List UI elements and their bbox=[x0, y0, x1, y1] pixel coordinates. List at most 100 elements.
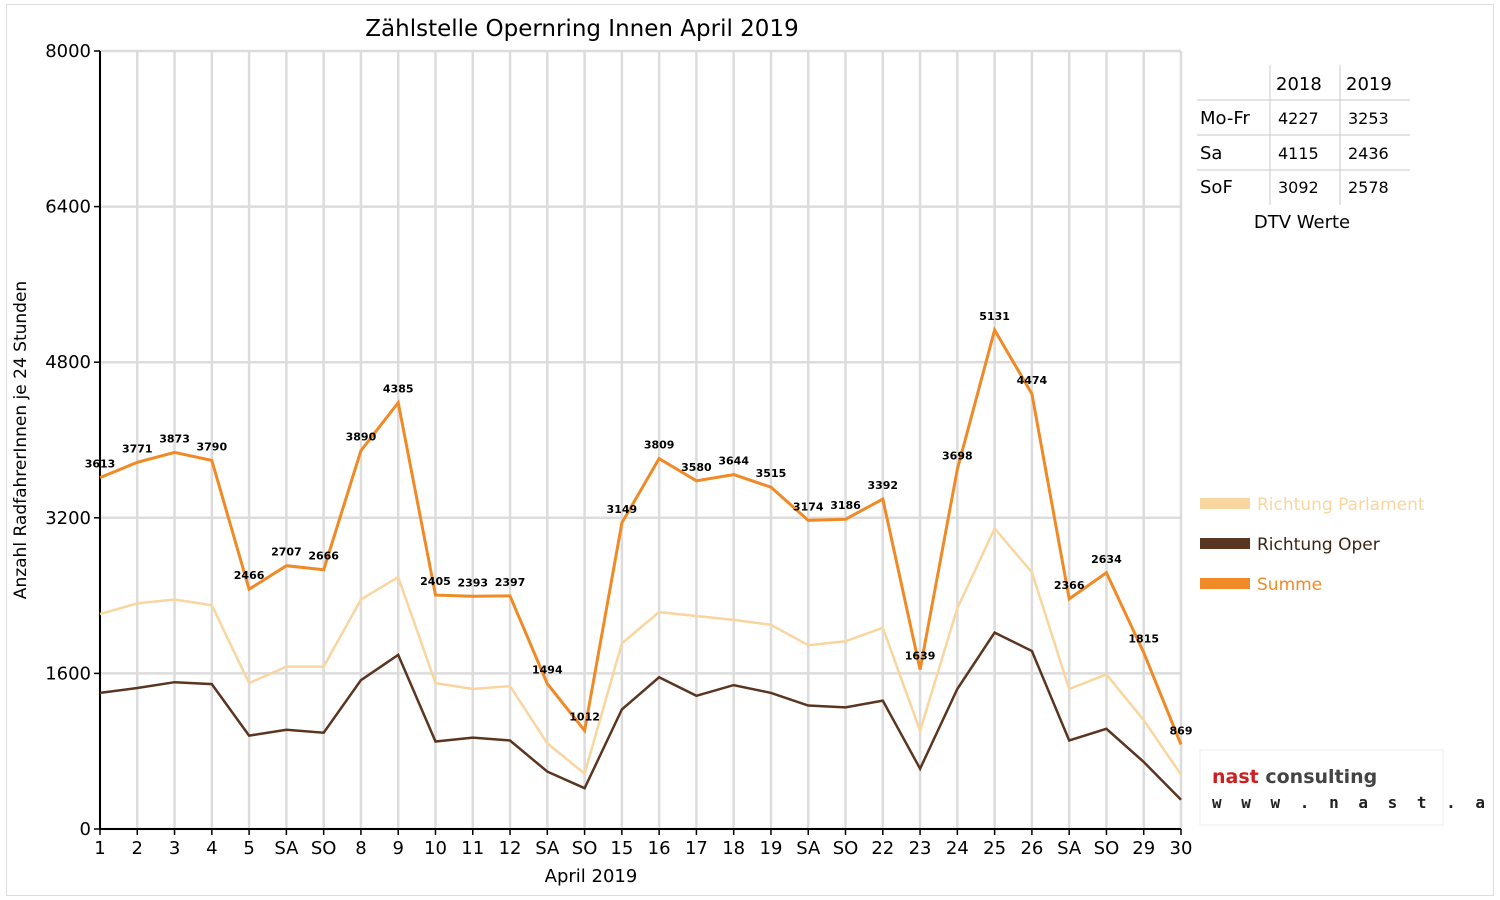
nast-consulting-logo: nast consulting w w w . n a s t . a t bbox=[1199, 749, 1500, 826]
x-tick-label: 17 bbox=[685, 838, 708, 859]
x-tick-label: SO bbox=[1094, 838, 1120, 859]
y-tick-label: 0 bbox=[80, 819, 91, 840]
y-tick-label: 1600 bbox=[45, 663, 91, 684]
x-tick-label: SO bbox=[833, 838, 859, 859]
x-axis-label: April 2019 bbox=[545, 866, 638, 887]
y-tick-label: 8000 bbox=[45, 41, 91, 62]
dtv-table: 2018 2019 Mo-Fr 4227 3253 Sa 4115 2436 SoF 3092 25… bbox=[1197, 65, 1410, 233]
x-tick-label: 2 bbox=[132, 838, 143, 859]
chart-frame bbox=[6, 4, 1494, 896]
data-label: 1012 bbox=[569, 711, 600, 724]
x-tick-label: 15 bbox=[610, 838, 633, 859]
x-tick-label: 5 bbox=[243, 838, 254, 859]
x-tick-label: 29 bbox=[1132, 838, 1155, 859]
x-tick-label: SO bbox=[311, 838, 337, 859]
data-label: 1639 bbox=[905, 650, 936, 663]
legend: Richtung Parlament Richtung Oper Summe bbox=[1200, 495, 1425, 595]
x-tick-label: 19 bbox=[760, 838, 783, 859]
x-tick-label: 16 bbox=[648, 838, 671, 859]
table-row-label: SoF bbox=[1200, 177, 1233, 198]
x-tick-label: SA bbox=[535, 838, 560, 859]
data-label: 2393 bbox=[457, 576, 488, 589]
data-label: 2707 bbox=[271, 546, 302, 559]
data-label: 2466 bbox=[234, 569, 265, 582]
data-labels: 3613 3771 3873 3790 2466 2707 2666 3890 4385 2405… bbox=[85, 310, 1193, 737]
data-label: 3515 bbox=[756, 467, 787, 480]
data-label: 3580 bbox=[681, 461, 712, 474]
data-label: 3174 bbox=[793, 500, 824, 513]
data-label: 3149 bbox=[607, 503, 638, 516]
x-tick-label: 22 bbox=[871, 838, 894, 859]
table-cell-2018: 4227 bbox=[1278, 109, 1319, 128]
table-header-2018: 2018 bbox=[1276, 74, 1322, 95]
x-tick-label: 24 bbox=[946, 838, 969, 859]
series-line-parlament bbox=[99, 526, 1183, 776]
x-tick-label: 1 bbox=[94, 838, 105, 859]
series-lines bbox=[99, 326, 1183, 801]
x-tick-label: 18 bbox=[722, 838, 745, 859]
series-line-summe bbox=[99, 326, 1183, 746]
data-label: 2634 bbox=[1091, 553, 1122, 566]
data-label: 3186 bbox=[830, 499, 861, 512]
chart-title: Zählstelle Opernring Innen April 2019 bbox=[365, 16, 798, 42]
table-cell-2018: 4115 bbox=[1278, 144, 1319, 163]
x-tick-label: 30 bbox=[1170, 838, 1193, 859]
data-label: 1494 bbox=[532, 664, 563, 677]
y-tick-label: 3200 bbox=[45, 508, 91, 529]
x-tick-label: 25 bbox=[983, 838, 1006, 859]
x-tick-label: 10 bbox=[424, 838, 447, 859]
legend-swatch-summe bbox=[1200, 578, 1250, 589]
y-tick-label: 6400 bbox=[45, 197, 91, 218]
x-tick-label: SA bbox=[796, 838, 821, 859]
data-label: 1815 bbox=[1128, 632, 1159, 645]
legend-label-summe: Summe bbox=[1257, 575, 1322, 595]
x-tick-label: 4 bbox=[206, 838, 217, 859]
y-axis-label: Anzahl RadfahrerInnen je 24 Stunden bbox=[11, 281, 31, 599]
table-cell-2019: 3253 bbox=[1348, 109, 1389, 128]
data-label: 2405 bbox=[420, 575, 451, 588]
data-label: 3644 bbox=[718, 455, 749, 468]
data-label: 4385 bbox=[383, 383, 414, 396]
series-line-oper bbox=[99, 630, 1182, 801]
x-tick-label: 23 bbox=[909, 838, 932, 859]
y-tick-label: 4800 bbox=[45, 352, 91, 373]
x-tick-label: 3 bbox=[169, 838, 180, 859]
x-tick-label: 12 bbox=[499, 838, 522, 859]
table-header-2019: 2019 bbox=[1346, 74, 1392, 95]
table-cell-2018: 3092 bbox=[1278, 178, 1319, 197]
data-label: 3613 bbox=[85, 458, 116, 471]
table-cell-2019: 2578 bbox=[1348, 178, 1389, 197]
x-tick-label: SA bbox=[274, 838, 299, 859]
data-label: 869 bbox=[1170, 724, 1193, 737]
data-label: 2366 bbox=[1054, 579, 1085, 592]
data-label: 3771 bbox=[122, 442, 153, 455]
x-tick-label: SA bbox=[1057, 838, 1082, 859]
data-label: 3698 bbox=[942, 449, 973, 462]
grid-lines bbox=[98, 49, 1183, 831]
logo-box bbox=[1199, 749, 1444, 826]
data-label: 3873 bbox=[159, 432, 190, 445]
x-tick-label: 11 bbox=[461, 838, 484, 859]
x-tick-label: 26 bbox=[1020, 838, 1043, 859]
logo-text: nast consulting bbox=[1212, 766, 1377, 788]
table-row-label: Mo-Fr bbox=[1200, 108, 1250, 129]
data-label: 3890 bbox=[346, 431, 377, 444]
table-caption: DTV Werte bbox=[1254, 212, 1350, 233]
data-label: 5131 bbox=[979, 310, 1010, 323]
legend-swatch-parlament bbox=[1200, 498, 1250, 509]
x-tick-label: SO bbox=[572, 838, 598, 859]
legend-label-oper: Richtung Oper bbox=[1257, 535, 1380, 555]
table-row-label: Sa bbox=[1200, 143, 1222, 164]
table-cell-2019: 2436 bbox=[1348, 144, 1389, 163]
data-label: 3392 bbox=[867, 479, 898, 492]
x-tick-label: 9 bbox=[392, 838, 403, 859]
legend-label-parlament: Richtung Parlament bbox=[1257, 495, 1425, 515]
data-label: 4474 bbox=[1017, 374, 1048, 387]
legend-swatch-oper bbox=[1200, 538, 1250, 549]
logo-url: w w w . n a s t . a t bbox=[1212, 793, 1500, 812]
data-label: 2397 bbox=[495, 576, 526, 589]
data-label: 3790 bbox=[197, 440, 228, 453]
data-label: 2666 bbox=[308, 550, 339, 563]
